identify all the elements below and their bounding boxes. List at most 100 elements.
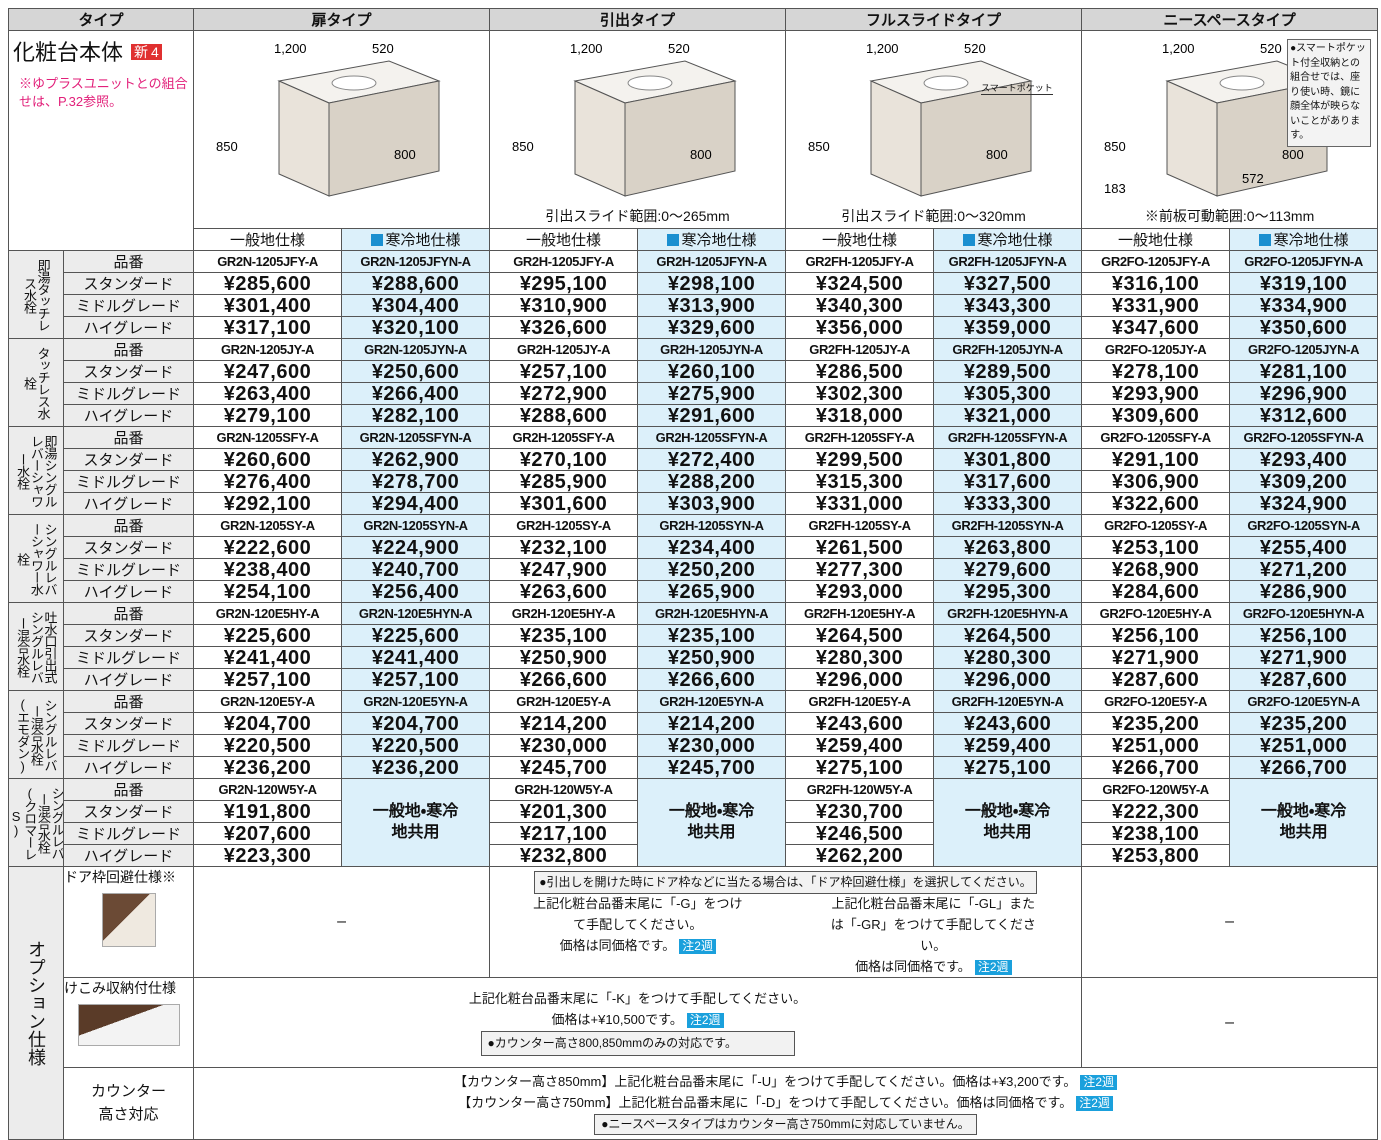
part-number: GR2N-120W5Y-A bbox=[193, 778, 343, 801]
price: ¥317,100 bbox=[193, 316, 343, 339]
part-number: GR2H-1205JFY-A bbox=[489, 250, 639, 273]
part-number: GR2FO-1205SFY-A bbox=[1081, 426, 1231, 449]
header-row: タイプ 扉タイプ 引出タイプ フルスライドタイプ ニースペースタイプ bbox=[7, 8, 1379, 31]
row-label: ミドルグレード bbox=[62, 558, 195, 581]
price: ¥262,200 bbox=[785, 844, 935, 867]
price: ¥264,500 bbox=[933, 624, 1083, 647]
option-text: 【カウンター高さ850mm】上記化粧台品番末尾に「-U」をつけて手配してください… bbox=[454, 1074, 1077, 1090]
price: ¥241,400 bbox=[341, 646, 491, 669]
figure-caption: 引出スライド範囲:0～320mm bbox=[841, 208, 1026, 224]
shared-cell: 一般地・寒冷地共用 bbox=[637, 778, 787, 867]
type-header: 扉タイプ bbox=[193, 8, 491, 31]
part-number: GR2FO-120W5Y-A bbox=[1081, 778, 1231, 801]
row-label: ミドルグレード bbox=[62, 470, 195, 493]
price: ¥234,400 bbox=[637, 536, 787, 559]
price: ¥263,800 bbox=[933, 536, 1083, 559]
part-number: GR2FO-120E5YN-A bbox=[1229, 690, 1379, 713]
part-number: GR2N-1205SFY-A bbox=[193, 426, 343, 449]
part-number: GR2N-1205SY-A bbox=[193, 514, 343, 537]
figure-cell: 1,200 520 850 800 183 572 ●スマートポケット付全収納との組合せでは… bbox=[1081, 30, 1379, 229]
group-name-cell: シングルレバー混合水栓(エモダン) bbox=[8, 690, 64, 779]
option-price-line: 価格は同価格です。 注2週 bbox=[826, 957, 1042, 977]
option-name: けこみ収納付仕様 bbox=[64, 980, 176, 997]
part-number: GR2N-120E5HYN-A bbox=[341, 602, 491, 625]
option-price: 価格は同価格です。 bbox=[559, 937, 676, 953]
part-number: GR2H-120E5Y-A bbox=[489, 690, 639, 713]
price: ¥304,400 bbox=[341, 294, 491, 317]
part-number: GR2H-1205SFYN-A bbox=[637, 426, 787, 449]
part-number: GR2H-120E5YN-A bbox=[637, 690, 787, 713]
price: ¥280,300 bbox=[933, 646, 1083, 669]
basin bbox=[923, 75, 969, 91]
price: ¥322,600 bbox=[1081, 492, 1231, 515]
price-row: ミドルグレード ¥276,400 ¥278,700 ¥285,900 ¥288,200 ¥… bbox=[9, 470, 1379, 493]
row-label: スタンダード bbox=[62, 624, 195, 647]
price: ¥315,300 bbox=[785, 470, 935, 493]
dimension-label: 850 bbox=[1104, 139, 1126, 154]
price-row: ミドルグレード ¥301,400 ¥304,400 ¥310,900 ¥313,900 ¥… bbox=[9, 294, 1379, 317]
option-row: オプション仕様 ドア枠回避仕様※ – ●引出しを開けた時にドア枠などに当たる場合は、「… bbox=[8, 865, 1379, 1140]
price: ¥275,900 bbox=[637, 382, 787, 405]
price: ¥222,300 bbox=[1081, 800, 1231, 823]
price: ¥286,500 bbox=[785, 360, 935, 383]
price: ¥350,600 bbox=[1229, 316, 1379, 339]
snow-icon bbox=[666, 234, 679, 246]
price: ¥253,100 bbox=[1081, 536, 1231, 559]
price: ¥217,100 bbox=[489, 822, 639, 845]
part-number: GR2FH-1205SFY-A bbox=[785, 426, 935, 449]
price: ¥232,800 bbox=[489, 844, 639, 867]
group-name: シングルレバーシャワー水栓 bbox=[15, 522, 58, 595]
product-title: 化粧台本体 bbox=[13, 40, 124, 65]
figure-cell: 1,200 520 850 800 スマートポケット 引出スライド範囲:0～320mm bbox=[785, 30, 1083, 229]
part-number: GR2FO-1205JFY-A bbox=[1081, 250, 1231, 273]
type-header: フルスライドタイプ bbox=[785, 8, 1083, 31]
dash: – bbox=[193, 865, 491, 979]
spec-header: 一般地仕様 bbox=[489, 228, 639, 251]
price: ¥278,100 bbox=[1081, 360, 1231, 383]
price: ¥292,100 bbox=[193, 492, 343, 515]
price: ¥288,600 bbox=[489, 404, 639, 427]
price: ¥279,600 bbox=[933, 558, 1083, 581]
spec-header: 一般地仕様 bbox=[193, 228, 343, 251]
basin bbox=[1219, 75, 1265, 91]
spec-label: 一般地仕様 bbox=[1118, 232, 1194, 249]
snow-icon bbox=[962, 234, 975, 246]
price-row: ミドルグレード ¥241,400 ¥241,400 ¥250,900 ¥250,900 ¥… bbox=[9, 646, 1379, 669]
price: ¥326,600 bbox=[489, 316, 639, 339]
row-label: ミドルグレード bbox=[62, 646, 195, 669]
row-label: スタンダード bbox=[62, 536, 195, 559]
product-title-line: 化粧台本体新 4 bbox=[13, 35, 189, 67]
dimension-label: 850 bbox=[512, 139, 534, 154]
lead-time-badge: 注2週 bbox=[686, 1013, 724, 1029]
price: ¥324,900 bbox=[1229, 492, 1379, 515]
price: ¥331,900 bbox=[1081, 294, 1231, 317]
group-name-cell: シングルレバーシャワー水栓 bbox=[8, 514, 64, 603]
row-label: 品番 bbox=[62, 338, 195, 361]
price: ¥329,600 bbox=[637, 316, 787, 339]
price: ¥303,900 bbox=[637, 492, 787, 515]
spec-label: 寒冷地仕様 bbox=[681, 232, 757, 249]
spec-header: 寒冷地仕様 bbox=[1229, 228, 1379, 251]
price: ¥223,300 bbox=[193, 844, 343, 867]
option-sub: 上記化粧台品番末尾に「-G」をつけて手配してください。 価格は同価格です。 注2週上… bbox=[491, 894, 1081, 977]
part-number: GR2H-1205SY-A bbox=[489, 514, 639, 537]
price: ¥245,700 bbox=[489, 756, 639, 779]
dimension-label: 572 bbox=[1242, 171, 1264, 186]
price: ¥204,700 bbox=[193, 712, 343, 735]
price: ¥285,900 bbox=[489, 470, 639, 493]
price: ¥291,600 bbox=[637, 404, 787, 427]
row-label: ハイグレード bbox=[62, 492, 195, 515]
price-table: タイプ 扉タイプ 引出タイプ フルスライドタイプ ニースペースタイプ 化粧台本体新 4 ※ゆプ… bbox=[7, 8, 1379, 1140]
price: ¥301,600 bbox=[489, 492, 639, 515]
price-table-wrap: タイプ 扉タイプ 引出タイプ フルスライドタイプ ニースペースタイプ 化粧台本体新 4 ※ゆプ… bbox=[7, 8, 1379, 1140]
group-name-cell: 即湯タッチレス水栓 bbox=[8, 250, 64, 339]
price: ¥306,900 bbox=[1081, 470, 1231, 493]
price: ¥256,100 bbox=[1081, 624, 1231, 647]
price: ¥293,400 bbox=[1229, 448, 1379, 471]
price: ¥317,600 bbox=[933, 470, 1083, 493]
price: ¥266,700 bbox=[1081, 756, 1231, 779]
part-number: GR2FO-120E5HY-A bbox=[1081, 602, 1231, 625]
price: ¥271,200 bbox=[1229, 558, 1379, 581]
price: ¥263,600 bbox=[489, 580, 639, 603]
shared-cell: 一般地・寒冷地共用 bbox=[341, 778, 491, 867]
